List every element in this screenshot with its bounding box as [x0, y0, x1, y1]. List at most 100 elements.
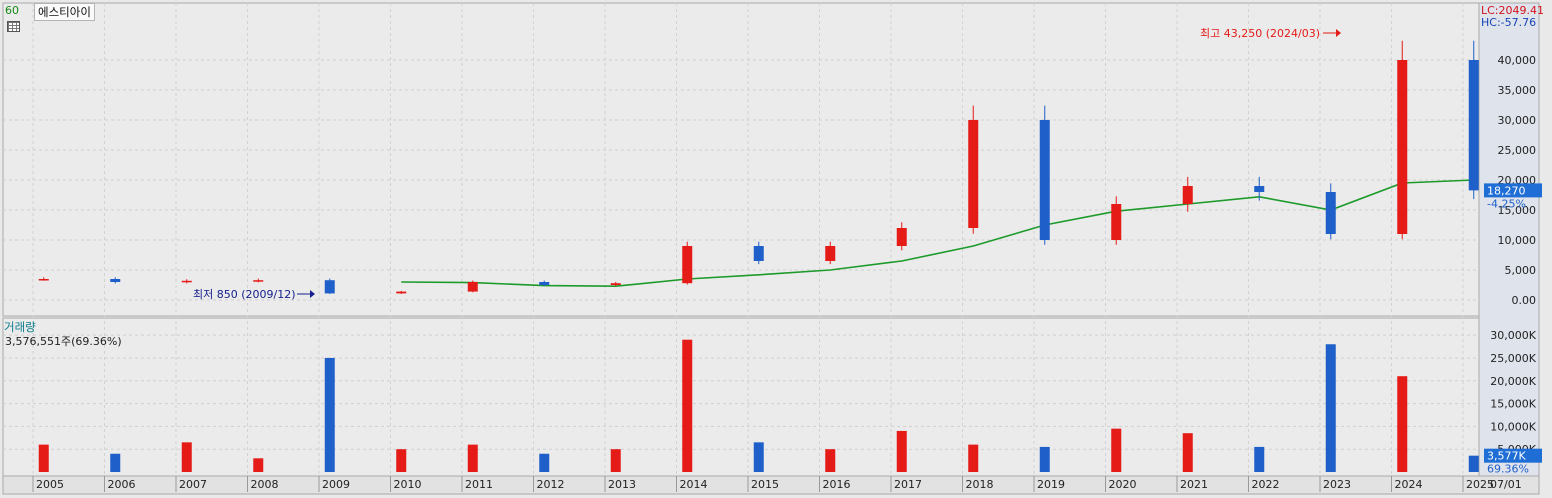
candle-body — [682, 246, 693, 284]
volume-bar — [324, 357, 335, 472]
volume-bar — [1039, 446, 1050, 472]
current-price-label: 18,270 — [1487, 184, 1526, 197]
candle-body — [1254, 186, 1265, 192]
year-label: 2025 — [1466, 478, 1494, 491]
volume-pct-label: 69.36% — [1487, 463, 1529, 476]
candle-body — [324, 280, 335, 294]
volume-bar — [539, 453, 550, 472]
price-tick-label: 30,000 — [1498, 114, 1537, 127]
candle-body — [539, 282, 550, 285]
high-arrowhead — [1336, 29, 1341, 37]
year-label: 2020 — [1109, 478, 1137, 491]
year-label: 2007 — [179, 478, 207, 491]
high-annotation: 최고 43,250 (2024/03) — [1200, 27, 1320, 40]
change-pct-label: -4.25% — [1487, 197, 1526, 210]
price-tick-label: 40,000 — [1498, 54, 1537, 67]
year-label: 2022 — [1252, 478, 1280, 491]
hc-label: HC:-57.76 — [1481, 16, 1537, 29]
year-label: 2015 — [751, 478, 779, 491]
candle-body — [181, 280, 192, 283]
volume-title: 거래량 — [4, 320, 36, 334]
candles — [38, 40, 1479, 294]
volume-bar — [396, 449, 407, 472]
year-label: 2005 — [36, 478, 64, 491]
year-label: 2010 — [394, 478, 422, 491]
ma-line — [401, 179, 1474, 288]
annotations: 최고 43,250 (2024/03) 최저 850 (2009/12) 18,27… — [193, 27, 1542, 476]
volume-bar — [896, 430, 907, 472]
current-volume-label: 3,577K — [1487, 450, 1526, 463]
year-label: 2024 — [1395, 478, 1423, 491]
low-annotation: 최저 850 (2009/12) — [193, 288, 296, 301]
volume-bar — [1397, 376, 1408, 472]
candle-body — [610, 283, 621, 285]
volume-tick-label: 15,000K — [1490, 398, 1536, 411]
last-date-label: 07/01 — [1490, 478, 1522, 491]
volume-tick-label: 10,000K — [1490, 420, 1536, 433]
candle-body — [1468, 60, 1479, 191]
candle-body — [825, 246, 836, 261]
volume-bar — [110, 453, 121, 472]
volume-bar — [1254, 446, 1265, 472]
grid-lines — [3, 3, 1479, 476]
candle-body — [968, 120, 979, 228]
candle-body — [753, 246, 764, 261]
volume-bar — [1111, 428, 1122, 472]
y-axis-panel — [1478, 2, 1540, 477]
year-label: 2009 — [322, 478, 350, 491]
volume-bar — [1182, 433, 1193, 472]
low-arrowhead — [310, 290, 315, 298]
candle-body — [1039, 120, 1050, 240]
period-label: 60 — [5, 4, 19, 17]
current-volume-box — [1484, 448, 1542, 463]
x-axis-panel — [2, 475, 1540, 495]
candle-body — [396, 291, 407, 294]
volume-bar — [753, 442, 764, 472]
volume-bars — [38, 339, 1479, 472]
candle-body — [110, 279, 121, 282]
volume-bar — [1325, 344, 1336, 472]
volume-tick-label: 20,000K — [1490, 375, 1536, 388]
volume-bar — [253, 458, 264, 472]
volume-bar — [610, 449, 621, 472]
price-tick-label: 10,000 — [1498, 234, 1537, 247]
stock-name[interactable]: 에스티아이 — [34, 3, 95, 21]
volume-bar — [181, 442, 192, 472]
candle-body — [467, 282, 478, 292]
year-label: 2008 — [251, 478, 279, 491]
candle-body — [896, 228, 907, 246]
axis-labels: 0.005,00010,00015,00020,00025,00030,0003… — [32, 54, 1537, 492]
year-label: 2012 — [537, 478, 565, 491]
volume-tick-label: 25,000K — [1490, 352, 1536, 365]
volume-bar — [467, 444, 478, 472]
year-label: 2011 — [465, 478, 493, 491]
lc-label: LC:2049.41 — [1481, 4, 1545, 17]
volume-info: 3,576,551주(69.36%) — [5, 335, 122, 348]
volume-bar — [1468, 455, 1479, 472]
price-pane — [2, 2, 1480, 317]
year-label: 2023 — [1323, 478, 1351, 491]
year-label: 2018 — [966, 478, 994, 491]
moving-average — [401, 179, 1474, 288]
volume-bar — [682, 339, 693, 472]
current-price-box — [1484, 183, 1542, 198]
candle-body — [1111, 204, 1122, 240]
price-tick-label: 5,000 — [1505, 264, 1537, 277]
price-tick-label: 0.00 — [1512, 294, 1537, 307]
volume-bar — [825, 449, 836, 472]
volume-bar — [968, 444, 979, 472]
year-label: 2017 — [894, 478, 922, 491]
year-label: 2006 — [108, 478, 136, 491]
candle-body — [253, 280, 264, 282]
year-label: 2016 — [823, 478, 851, 491]
volume-tick-label: 30,000K — [1490, 329, 1536, 342]
candle-body — [1325, 192, 1336, 234]
volume-bar — [38, 444, 49, 472]
price-tick-label: 25,000 — [1498, 144, 1537, 157]
year-label: 2014 — [680, 478, 708, 491]
price-tick-label: 15,000 — [1498, 204, 1537, 217]
table-icon[interactable] — [7, 21, 20, 32]
year-label: 2021 — [1180, 478, 1208, 491]
candle-body — [38, 279, 49, 281]
